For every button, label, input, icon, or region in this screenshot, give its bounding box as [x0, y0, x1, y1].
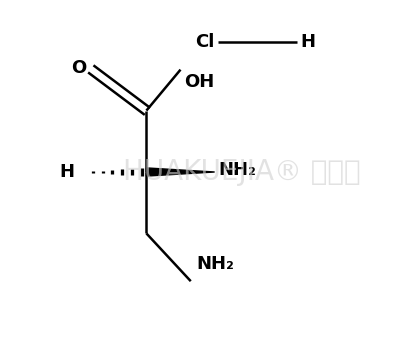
Text: H: H [299, 33, 314, 51]
Text: O: O [71, 59, 87, 77]
Text: HUAKUEJIA® 化学加: HUAKUEJIA® 化学加 [123, 158, 360, 186]
Text: NH₂: NH₂ [195, 255, 233, 273]
Text: NH₂: NH₂ [217, 161, 255, 179]
Text: OH: OH [184, 73, 214, 91]
Text: Cl: Cl [195, 33, 214, 51]
Text: H: H [60, 163, 75, 181]
Polygon shape [146, 168, 214, 176]
